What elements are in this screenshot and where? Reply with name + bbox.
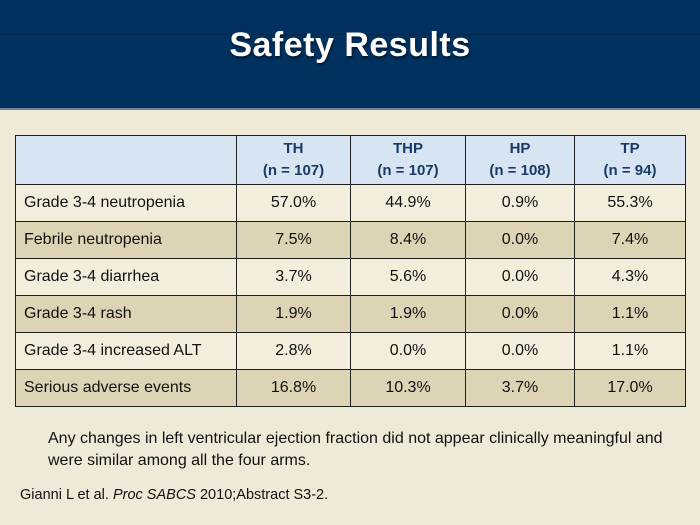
title-band-rule xyxy=(0,34,700,35)
row-label: Serious adverse events xyxy=(15,369,237,407)
lvef-note: Any changes in left ventricular ejection… xyxy=(48,430,663,470)
cell-value: 3.7% xyxy=(465,369,575,407)
row-label: Grade 3-4 neutropenia xyxy=(15,184,237,222)
cell-value: 5.6% xyxy=(350,258,466,296)
arm-n: (n = 94) xyxy=(603,162,657,179)
cell-value: 1.1% xyxy=(574,332,686,370)
cell-value: 57.0% xyxy=(236,184,351,222)
citation-prefix: Gianni L et al. xyxy=(20,487,113,503)
title-band: Safety Results xyxy=(0,0,700,108)
row-label: Grade 3-4 increased ALT xyxy=(15,332,237,370)
cell-value: 0.0% xyxy=(465,295,575,333)
cell-value: 0.0% xyxy=(465,258,575,296)
table-header-empty xyxy=(15,135,237,185)
arm-name: TH xyxy=(283,140,304,158)
cell-value: 2.8% xyxy=(236,332,351,370)
table-row: Grade 3-4 increased ALT 2.8% 0.0% 0.0% 1… xyxy=(15,332,686,370)
cell-value: 44.9% xyxy=(350,184,466,222)
table-header-thp: THP (n = 107) xyxy=(350,135,466,185)
cell-value: 10.3% xyxy=(350,369,466,407)
table-row: Serious adverse events 16.8% 10.3% 3.7% … xyxy=(15,369,686,407)
cell-value: 4.3% xyxy=(574,258,686,296)
table-row: Febrile neutropenia 7.5% 8.4% 0.0% 7.4% xyxy=(15,221,686,259)
table-row: Grade 3-4 neutropenia 57.0% 44.9% 0.9% 5… xyxy=(15,184,686,222)
band-divider xyxy=(0,108,700,110)
table-header-row: TH (n = 107) THP (n = 107) HP (n = 108) … xyxy=(15,135,686,185)
arm-n: (n = 107) xyxy=(262,162,325,179)
citation-suffix: 2010;Abstract S3-2. xyxy=(195,487,329,503)
cell-value: 16.8% xyxy=(236,369,351,407)
cell-value: 0.0% xyxy=(465,332,575,370)
row-label: Grade 3-4 diarrhea xyxy=(15,258,237,296)
table-row: Grade 3-4 rash 1.9% 1.9% 0.0% 1.1% xyxy=(15,295,686,333)
cell-value: 1.9% xyxy=(350,295,466,333)
cell-value: 0.9% xyxy=(465,184,575,222)
arm-name: THP xyxy=(393,140,423,158)
cell-value: 55.3% xyxy=(574,184,686,222)
cell-value: 3.7% xyxy=(236,258,351,296)
page-title: Safety Results xyxy=(229,26,471,64)
citation-journal: Proc SABCS xyxy=(112,487,196,503)
cell-value: 7.5% xyxy=(236,221,351,259)
table-row: Grade 3-4 diarrhea 3.7% 5.6% 0.0% 4.3% xyxy=(15,258,686,296)
cell-value: 17.0% xyxy=(574,369,686,407)
arm-name: HP xyxy=(509,140,531,158)
row-label: Febrile neutropenia xyxy=(15,221,237,259)
citation: Gianni L et al. Proc SABCS 2010;Abstract… xyxy=(20,487,328,503)
cell-value: 1.1% xyxy=(574,295,686,333)
arm-n: (n = 108) xyxy=(489,162,551,179)
table-header-tp: TP (n = 94) xyxy=(574,135,686,185)
cell-value: 0.0% xyxy=(350,332,466,370)
cell-value: 1.9% xyxy=(236,295,351,333)
safety-table: TH (n = 107) THP (n = 107) HP (n = 108) … xyxy=(15,135,686,407)
cell-value: 8.4% xyxy=(350,221,466,259)
cell-value: 7.4% xyxy=(574,221,686,259)
cell-value: 0.0% xyxy=(465,221,575,259)
table-header-th: TH (n = 107) xyxy=(236,135,351,185)
arm-name: TP xyxy=(620,140,640,158)
row-label: Grade 3-4 rash xyxy=(15,295,237,333)
arm-n: (n = 107) xyxy=(377,162,439,179)
table-header-hp: HP (n = 108) xyxy=(465,135,575,185)
